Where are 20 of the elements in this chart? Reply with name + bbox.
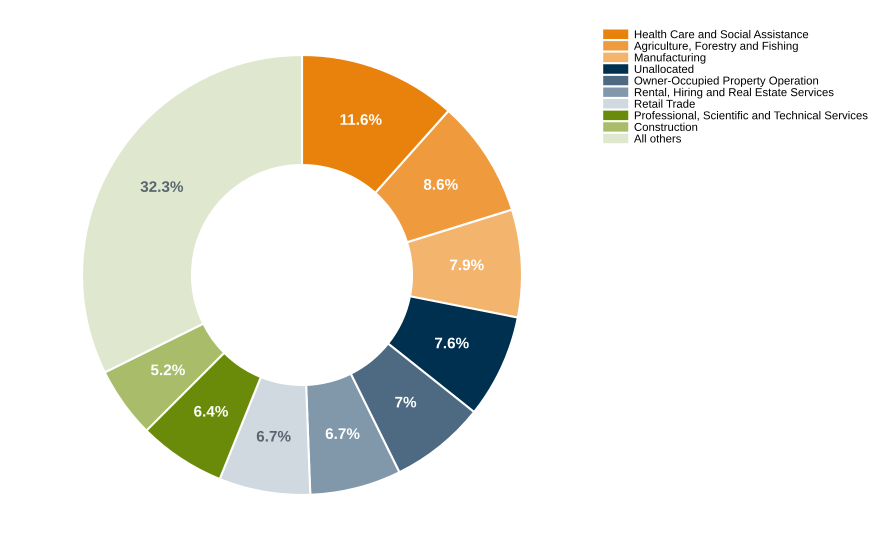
legend-label: Construction xyxy=(634,122,698,131)
legend-label: Agriculture, Forestry and Fishing xyxy=(634,41,798,52)
data-label: 7% xyxy=(395,396,416,408)
legend-label: All others xyxy=(634,134,682,143)
data-label: 7.9% xyxy=(450,259,484,270)
data-label: 6.4% xyxy=(194,406,228,417)
legend-label: Health Care and Social Assistance xyxy=(634,30,808,38)
legend-label: Retail Trade xyxy=(634,99,695,108)
data-label: 8.6% xyxy=(424,179,458,190)
data-label: 6.7% xyxy=(326,428,360,440)
legend-label: Unallocated xyxy=(634,64,694,74)
data-label: 5.2% xyxy=(150,364,185,376)
legend-label: Professional, Scientific and Technical Services xyxy=(634,111,868,121)
data-label: 11.6% xyxy=(340,114,382,125)
legend-label: Rental, Hiring and Real Estate Services xyxy=(634,88,834,98)
legend-label: Manufacturing xyxy=(634,53,706,64)
data-label: 6.7% xyxy=(256,430,291,442)
legend-label: Owner-Occupied Property Operation xyxy=(634,76,818,87)
data-label: 7.6% xyxy=(434,338,469,348)
data-label: 32.3% xyxy=(140,181,184,192)
